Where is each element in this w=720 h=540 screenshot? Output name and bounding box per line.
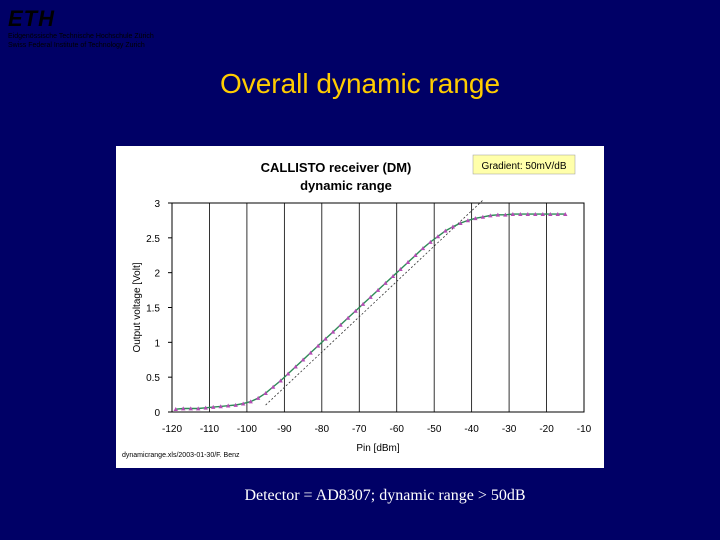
data-point bbox=[555, 211, 560, 216]
x-tick-label: -100 bbox=[237, 424, 257, 435]
data-point bbox=[368, 294, 373, 299]
x-tick-label: -10 bbox=[577, 424, 592, 435]
data-point bbox=[315, 343, 321, 348]
data-point bbox=[405, 260, 411, 265]
data-point bbox=[548, 211, 553, 216]
x-tick-label: -60 bbox=[390, 424, 405, 435]
x-tick-label: -120 bbox=[162, 424, 182, 435]
data-point bbox=[353, 308, 358, 313]
chart-title-line-1: CALLISTO receiver (DM) bbox=[261, 160, 412, 175]
data-point bbox=[503, 212, 508, 217]
data-point bbox=[300, 357, 306, 362]
gradient-line bbox=[265, 199, 484, 406]
y-axis-label: Output voltage [Volt] bbox=[132, 262, 143, 352]
data-point bbox=[465, 218, 471, 223]
data-point bbox=[330, 329, 336, 334]
plot-frame bbox=[171, 202, 585, 413]
data-point bbox=[458, 221, 463, 226]
data-point bbox=[533, 211, 538, 216]
data-point bbox=[563, 211, 568, 216]
y-tick-label: 2 bbox=[154, 269, 160, 280]
x-tick-label: -80 bbox=[315, 424, 330, 435]
chart-title-line-2: dynamic range bbox=[300, 178, 392, 193]
data-point bbox=[203, 405, 208, 410]
axis-layer bbox=[168, 202, 172, 413]
data-point bbox=[293, 364, 298, 369]
data-point bbox=[270, 384, 276, 389]
data-point bbox=[181, 406, 186, 411]
data-point bbox=[375, 287, 381, 292]
data-point bbox=[218, 404, 223, 409]
data-point bbox=[345, 315, 351, 320]
data-point bbox=[510, 211, 516, 216]
y-tick-label: 0 bbox=[154, 408, 160, 419]
data-layer bbox=[173, 199, 568, 412]
data-point bbox=[525, 211, 531, 216]
data-point bbox=[420, 246, 426, 251]
y-tick-label: 1 bbox=[154, 338, 160, 349]
x-tick-label: -50 bbox=[427, 424, 442, 435]
y-tick-label: 3 bbox=[154, 199, 160, 210]
x-tick-label: -20 bbox=[539, 424, 554, 435]
data-point bbox=[435, 234, 441, 239]
eth-logo: ETH bbox=[8, 6, 55, 31]
data-point bbox=[540, 211, 545, 216]
data-point bbox=[413, 253, 418, 258]
data-point bbox=[278, 378, 283, 383]
data-point bbox=[323, 336, 328, 341]
y-tick-label: 2.5 bbox=[146, 234, 160, 245]
institution-name: Eidgenössische Technische Hochschule Zür… bbox=[8, 32, 154, 50]
text-layer: -120 -110 -100 -90 -80 -70 -60 -50 -40 -30 -20 -100… bbox=[122, 154, 592, 459]
data-point bbox=[360, 301, 366, 306]
data-point bbox=[255, 395, 261, 400]
data-point bbox=[248, 399, 253, 404]
chart-container: -120 -110 -100 -90 -80 -70 -60 -50 -40 -30 -20 -10 0… bbox=[116, 146, 604, 468]
slide-title: Overall dynamic range bbox=[219, 68, 501, 99]
x-axis-label: Pin [dBm] bbox=[356, 443, 400, 454]
institution-line-1: Eidgenössische Technische Hochschule Zür… bbox=[8, 33, 154, 40]
data-point bbox=[338, 322, 343, 327]
data-point bbox=[450, 224, 456, 229]
data-point bbox=[518, 211, 523, 216]
data-point bbox=[480, 214, 486, 219]
data-point bbox=[428, 239, 433, 244]
data-point bbox=[495, 212, 501, 217]
data-point bbox=[443, 228, 448, 233]
data-point bbox=[196, 406, 201, 411]
data-point bbox=[488, 213, 493, 218]
data-point bbox=[240, 401, 246, 406]
data-point bbox=[473, 216, 478, 221]
data-point bbox=[398, 266, 403, 271]
y-tick-label: 1.5 bbox=[146, 304, 160, 315]
data-point bbox=[390, 273, 396, 278]
y-tick-label: 0.5 bbox=[146, 373, 160, 384]
data-point bbox=[225, 403, 231, 408]
x-tick-label: -90 bbox=[277, 424, 292, 435]
x-tick-label: -40 bbox=[464, 424, 479, 435]
source-footer: dynamicrange.xls/2003-01-30/F. Benz bbox=[122, 452, 240, 459]
data-point bbox=[383, 280, 388, 285]
data-point bbox=[308, 350, 313, 355]
data-point bbox=[263, 390, 268, 395]
x-tick-label: -30 bbox=[502, 424, 517, 435]
slide-caption: Detector = AD8307; dynamic range > 50dB bbox=[244, 487, 526, 504]
dynamic-range-chart: -120 -110 -100 -90 -80 -70 -60 -50 -40 -30 -20 -100… bbox=[122, 154, 592, 459]
gradient-annotation: Gradient: 50mV/dB bbox=[481, 161, 566, 172]
x-tick-label: -110 bbox=[200, 424, 220, 435]
data-point bbox=[233, 402, 238, 407]
data-point bbox=[285, 371, 291, 376]
data-point bbox=[211, 404, 216, 409]
x-tick-label: -70 bbox=[352, 424, 367, 435]
gradient-annotation-box bbox=[472, 154, 576, 175]
data-point bbox=[173, 407, 178, 412]
grid-layer bbox=[171, 202, 585, 413]
institution-line-2: Swiss Federal Institute of Technology Zu… bbox=[8, 42, 145, 49]
data-point bbox=[188, 406, 193, 411]
